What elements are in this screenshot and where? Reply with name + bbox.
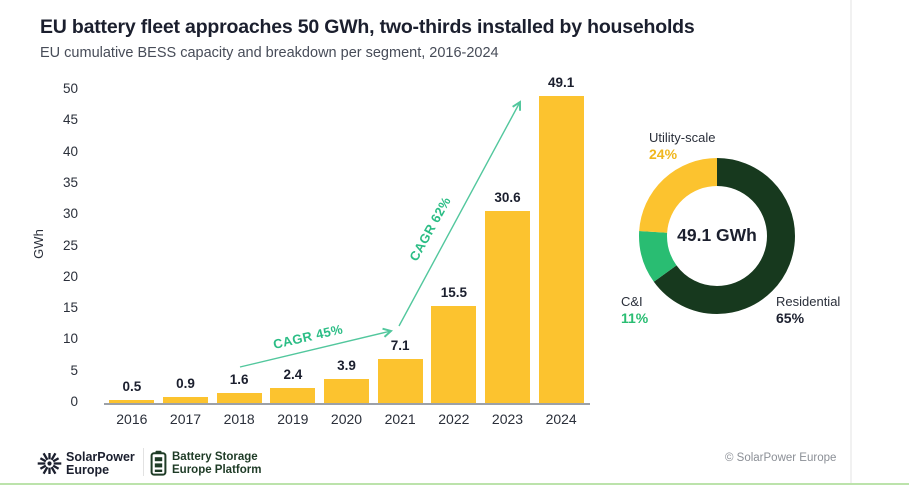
donut-slice-c-i xyxy=(639,158,795,314)
solarpower-line1: SolarPower xyxy=(66,450,135,464)
utility-pct: 24% xyxy=(649,145,678,162)
bar-2018 xyxy=(216,393,262,403)
ci-name: C&I xyxy=(621,294,643,309)
residential-name: Residential xyxy=(776,294,841,309)
utility-name: Utility-scale xyxy=(649,130,716,145)
bar-value-2019: 2.4 xyxy=(283,367,303,382)
battery-icon xyxy=(150,450,167,481)
x-tick-2021: 2021 xyxy=(384,411,416,427)
bar-value-2018: 1.6 xyxy=(229,372,249,387)
copyright-text: © SolarPower Europe xyxy=(725,452,837,464)
y-tick-10: 10 xyxy=(62,331,78,347)
bar-2021 xyxy=(377,358,423,403)
footer-logo-divider xyxy=(143,448,144,476)
y-tick-30: 30 xyxy=(62,206,78,222)
x-tick-2017: 2017 xyxy=(169,411,202,427)
solarpower-line2: Europe xyxy=(66,463,110,478)
bar-2024 xyxy=(538,95,584,403)
x-tick-2023: 2023 xyxy=(491,411,524,427)
x-tick-2020: 2020 xyxy=(330,411,363,427)
page-title: EU battery fleet approaches 50 GWh, two-… xyxy=(40,16,695,38)
bar-value-2016: 0.5 xyxy=(122,378,142,394)
bar-2020 xyxy=(324,378,369,403)
y-tick-5: 5 xyxy=(70,362,78,378)
ci-pct: 11% xyxy=(621,309,649,326)
bar-2022 xyxy=(431,306,477,403)
y-tick-35: 35 xyxy=(62,174,78,190)
bottom-green-rule xyxy=(0,483,909,485)
right-edge-divider xyxy=(850,0,852,483)
x-tick-2016: 2016 xyxy=(116,411,148,427)
bar-2017 xyxy=(163,397,208,403)
segment-label-residential: Residential 65% xyxy=(776,294,840,327)
battery-logo-text: Battery Storage Europe Platform xyxy=(172,451,261,476)
x-tick-2018: 2018 xyxy=(223,411,255,427)
cagr-45-label: CAGR 45% xyxy=(272,321,345,352)
donut-slice-utility-scale xyxy=(639,158,795,314)
bar-value-2024: 49.1 xyxy=(548,74,575,90)
residential-pct: 65% xyxy=(776,309,805,326)
y-tick-40: 40 xyxy=(62,143,78,159)
y-tick-25: 25 xyxy=(62,237,78,253)
cagr-62-label: CAGR 62% xyxy=(406,194,454,263)
donut-ring xyxy=(639,158,795,314)
solarpower-logo-text: SolarPower Europe xyxy=(66,450,135,478)
page-subtitle: EU cumulative BESS capacity and breakdow… xyxy=(40,45,499,61)
bar-value-2020: 3.9 xyxy=(337,357,356,373)
y-tick-20: 20 xyxy=(62,268,78,284)
x-tick-2022: 2022 xyxy=(438,411,470,427)
donut-center-label: 49.1 GWh xyxy=(677,225,757,245)
battery-line2: Europe Platform xyxy=(172,463,262,476)
y-tick-45: 45 xyxy=(62,112,78,128)
bar-2016 xyxy=(109,399,155,403)
bar-value-2022: 15.5 xyxy=(440,285,467,300)
battery-line1: Battery Storage xyxy=(172,451,258,463)
bar-2023 xyxy=(485,211,530,403)
bar-value-2021: 7.1 xyxy=(390,337,410,353)
solarpower-sunburst-icon xyxy=(37,451,62,481)
segment-label-ci: C&I 11% xyxy=(621,294,648,327)
x-tick-2024: 2024 xyxy=(545,411,577,427)
y-tick-15: 15 xyxy=(62,300,78,316)
bar-value-2023: 30.6 xyxy=(494,190,521,206)
y-tick-0: 0 xyxy=(70,394,78,409)
segment-label-utility: Utility-scale 24% xyxy=(649,130,715,163)
bar-value-2017: 0.9 xyxy=(176,376,195,392)
bar-2019 xyxy=(270,388,316,403)
y-tick-50: 50 xyxy=(62,81,78,96)
x-tick-2019: 2019 xyxy=(277,411,309,427)
x-axis-line xyxy=(104,403,590,405)
